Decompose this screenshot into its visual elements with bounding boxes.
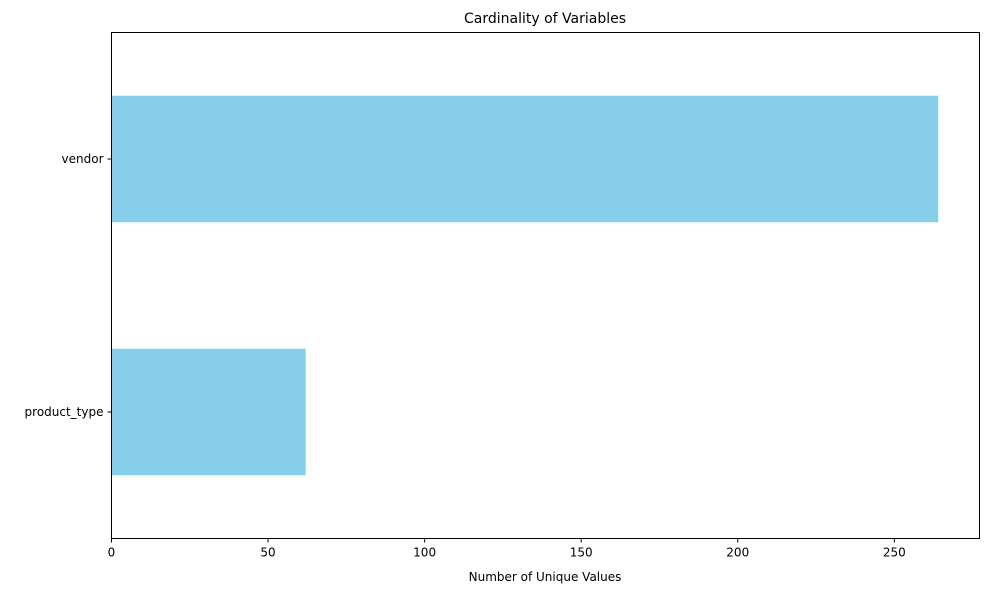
x-axis-label: Number of Unique Values	[469, 570, 622, 584]
bar-vendor	[111, 95, 939, 223]
x-axis-ticks: 0 50 100 150 200 250	[108, 538, 906, 560]
y-tick-label: vendor	[62, 152, 104, 166]
x-tick-label: 50	[260, 546, 275, 560]
x-tick-label: 150	[570, 546, 593, 560]
x-tick-label: 250	[883, 546, 906, 560]
y-axis-ticks: vendor product_type	[25, 152, 112, 419]
x-tick-label: 200	[726, 546, 749, 560]
x-tick-label: 0	[108, 546, 116, 560]
y-tick-label: product_type	[25, 405, 104, 419]
plot-frame	[111, 32, 980, 539]
bars-group	[111, 95, 939, 476]
bar-product-type	[111, 348, 306, 476]
chart-title: Cardinality of Variables	[464, 11, 626, 27]
x-tick-label: 100	[413, 546, 436, 560]
